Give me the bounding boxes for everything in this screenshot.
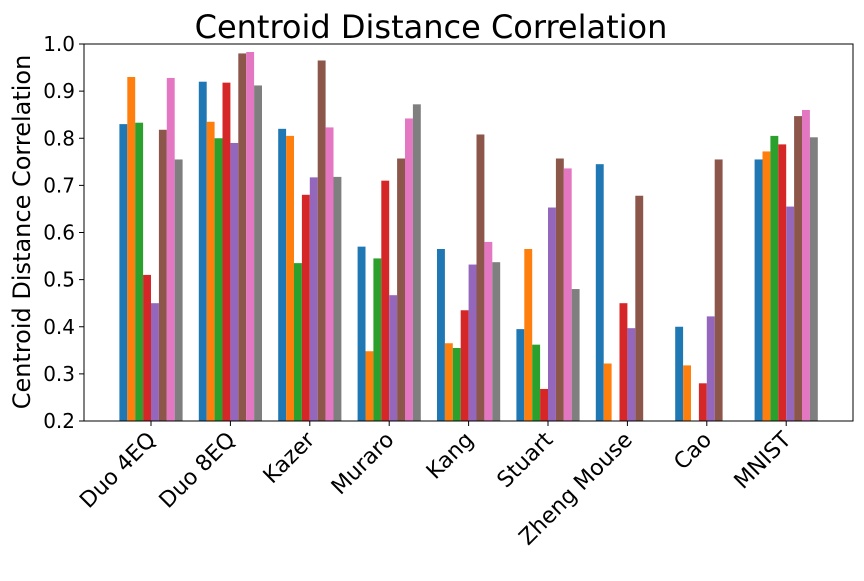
y-axis-label: Centroid Distance Correlation [8, 55, 36, 410]
plot-frame [83, 43, 854, 422]
bar-kang-s3 [452, 347, 461, 421]
bar-duo-8eq-s5 [230, 142, 239, 421]
bar-cao-s2 [683, 365, 691, 421]
bar-kang-s8 [492, 262, 501, 421]
x-tick-label-duo-8eq: Duo 8EQ [155, 428, 241, 514]
y-tick-label: 0.8 [43, 126, 75, 150]
bar-muraro-s6 [397, 158, 405, 421]
bar-mnist-s3 [770, 135, 779, 421]
bar-muraro-s2 [365, 351, 374, 421]
x-tick-label-mnist: MNIST [730, 427, 797, 494]
bar-muraro-s7 [405, 118, 413, 422]
bar-duo-4eq-s2 [127, 76, 136, 422]
bar-kang-s1 [437, 248, 445, 421]
bar-kazer-s8 [333, 176, 342, 421]
y-tick-label: 1.0 [43, 32, 75, 56]
bar-duo-4eq-s3 [135, 122, 144, 421]
bar-duo-8eq-s4 [222, 82, 231, 421]
bar-stuart-s1 [516, 329, 525, 421]
x-tick-label-duo-4eq: Duo 4EQ [75, 428, 161, 514]
bar-duo-4eq-s4 [143, 274, 151, 421]
bar-stuart-s7 [563, 168, 572, 421]
bar-mnist-s8 [809, 137, 818, 421]
bar-stuart-s4 [540, 388, 548, 421]
y-axis: 0.2 0.3 0.4 0.5 0.6 0.7 0.8 0.9 1.0 [43, 32, 84, 433]
bar-duo-8eq-s7 [246, 52, 255, 421]
y-tick-label: 0.6 [43, 221, 75, 245]
bar-muraro-s8 [412, 104, 421, 421]
bar-duo-8eq-s8 [254, 85, 262, 421]
bar-duo-8eq-s6 [238, 53, 247, 422]
bar-kang-s5 [468, 264, 477, 421]
bar-kang-s7 [484, 241, 493, 421]
bar-cao-s6 [714, 159, 723, 421]
y-tick-label: 0.2 [43, 409, 75, 433]
bars-layer [119, 52, 818, 422]
bar-zheng-mouse-s1 [595, 164, 604, 422]
bar-muraro-s1 [357, 246, 366, 421]
bar-duo-4eq-s1 [119, 124, 128, 422]
x-tick-label-kazer: Kazer [259, 427, 321, 489]
bar-duo-8eq-s3 [214, 138, 223, 421]
bar-zheng-mouse-s5 [627, 328, 636, 421]
bar-duo-4eq-s7 [166, 77, 175, 422]
bar-mnist-s5 [786, 206, 795, 421]
y-tick-label: 0.9 [43, 79, 75, 103]
y-tick-label: 0.7 [43, 173, 75, 197]
bar-kazer-s4 [301, 194, 310, 421]
bar-kazer-s7 [325, 127, 334, 421]
x-tick-label-stuart: Stuart [493, 427, 559, 493]
bar-zheng-mouse-s2 [603, 363, 612, 421]
bar-zheng-mouse-s6 [635, 195, 644, 421]
bar-duo-8eq-s2 [206, 121, 215, 421]
bar-kazer-s2 [286, 135, 294, 421]
bar-muraro-s4 [381, 180, 390, 421]
bar-kazer-s3 [294, 263, 302, 421]
bar-duo-8eq-s1 [198, 81, 207, 421]
bar-stuart-s8 [571, 289, 580, 421]
bar-mnist-s7 [802, 109, 810, 421]
bar-kazer-s6 [317, 60, 326, 422]
bar-kang-s6 [476, 134, 485, 422]
bar-duo-4eq-s6 [158, 129, 167, 421]
bar-cao-s1 [675, 326, 684, 421]
bar-kazer-s1 [278, 128, 287, 421]
bar-stuart-s2 [524, 248, 533, 421]
chart-title: Centroid Distance Correlation [195, 8, 668, 46]
x-tick-label-cao: Cao [669, 428, 717, 476]
bar-cao-s4 [698, 383, 707, 421]
bar-kang-s4 [460, 310, 469, 421]
x-tick-label-kang: Kang [422, 428, 479, 485]
y-tick-label: 0.4 [43, 315, 75, 339]
bar-mnist-s1 [754, 159, 763, 421]
x-tick-label-muraro: Muraro [327, 428, 399, 500]
bar-mnist-s4 [778, 144, 787, 421]
y-tick-label: 0.3 [43, 362, 75, 386]
bar-zheng-mouse-s4 [619, 303, 628, 421]
bar-muraro-s5 [389, 295, 398, 421]
bar-mnist-s6 [794, 116, 802, 421]
bar-kazer-s5 [309, 177, 318, 421]
bar-cao-s5 [706, 316, 715, 421]
y-tick-label: 0.5 [43, 268, 75, 292]
bar-duo-4eq-s5 [151, 303, 159, 421]
bar-muraro-s3 [373, 258, 382, 421]
bar-stuart-s6 [555, 158, 564, 421]
bar-mnist-s2 [762, 151, 771, 421]
bar-stuart-s5 [548, 207, 556, 421]
bar-stuart-s3 [532, 344, 541, 421]
bar-duo-4eq-s8 [174, 159, 183, 421]
bar-kang-s2 [444, 343, 453, 421]
